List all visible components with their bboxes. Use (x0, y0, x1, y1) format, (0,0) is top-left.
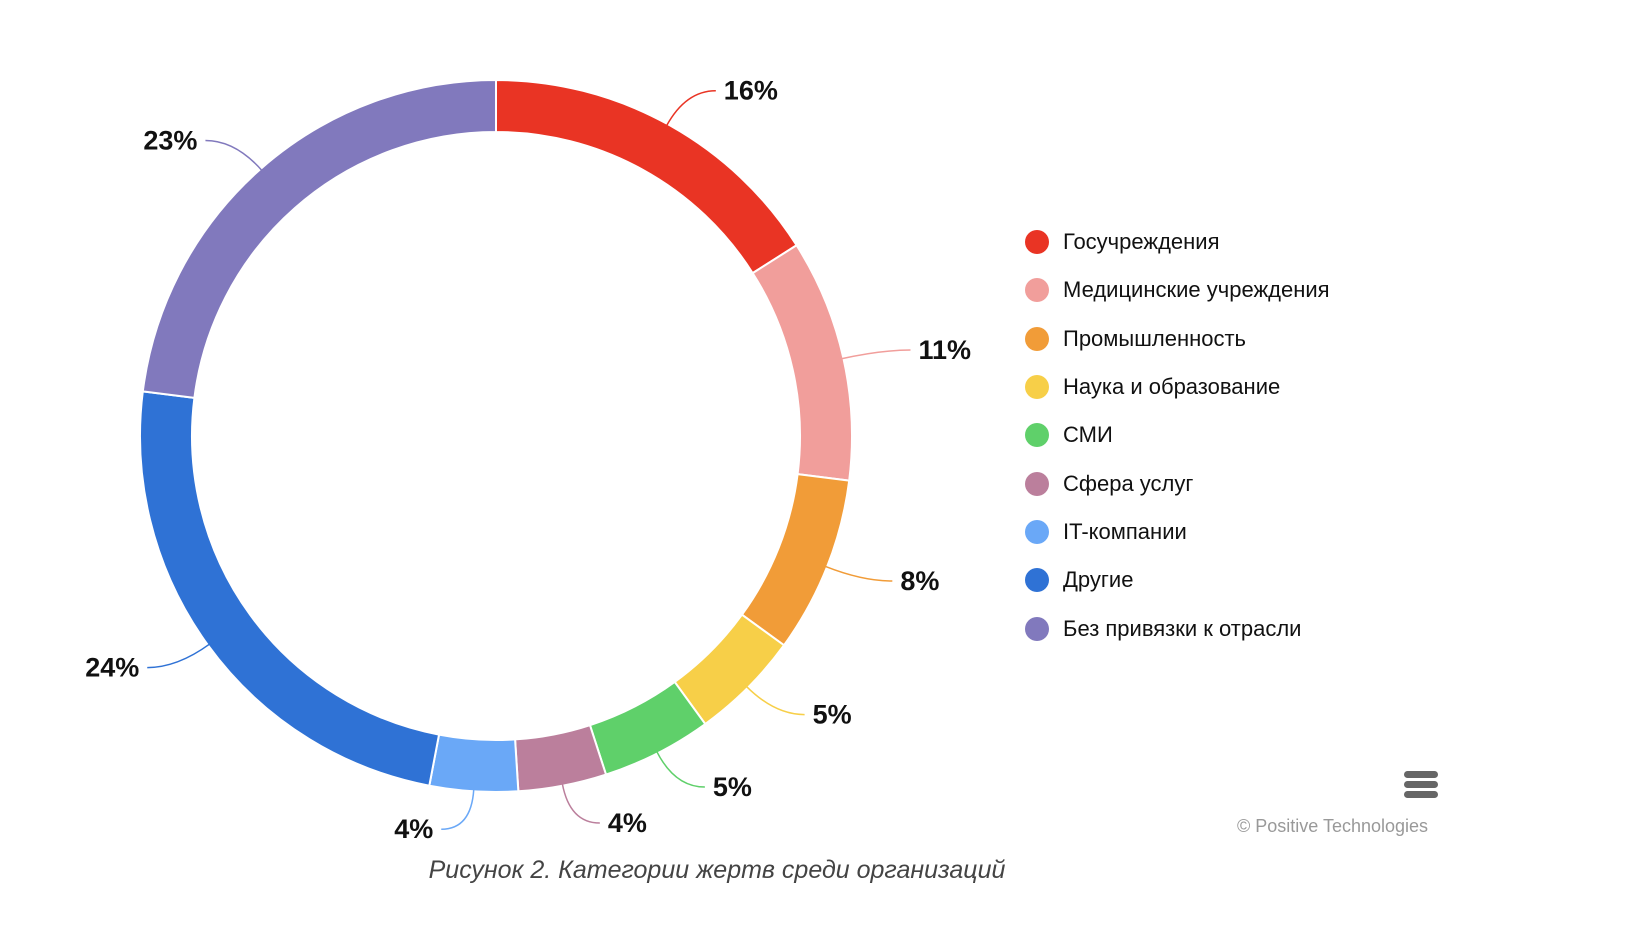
legend-label: Госучреждения (1063, 229, 1220, 255)
slice-5[interactable] (514, 723, 608, 793)
legend-item[interactable]: Госучреждения (1025, 218, 1330, 266)
legend-marker (1025, 326, 1049, 351)
legend-marker (1025, 230, 1049, 255)
data-label-6: 4% (394, 814, 433, 844)
data-label-5: 4% (608, 808, 647, 838)
data-label-8: 23% (143, 125, 197, 155)
connector-5 (561, 783, 600, 824)
slice-7[interactable] (139, 390, 441, 787)
slice-2[interactable] (740, 472, 851, 647)
data-label-7: 24% (85, 653, 139, 683)
legend-item[interactable]: СМИ (1025, 411, 1330, 459)
legend-label: СМИ (1063, 422, 1113, 448)
legend-marker (1025, 471, 1049, 496)
slice-1[interactable] (751, 243, 853, 482)
legend-label: Медицинские учреждения (1063, 277, 1330, 303)
connector-1 (841, 349, 911, 360)
legend-label: IT-компании (1063, 518, 1187, 544)
legend-item[interactable]: Промышленность (1025, 315, 1330, 363)
slice-0[interactable] (495, 78, 798, 275)
connector-6 (441, 789, 475, 830)
legend-label: Другие (1063, 567, 1134, 593)
connector-2 (824, 565, 893, 582)
chart-caption: Рисунок 2. Категории жертв среди организ… (428, 856, 1006, 884)
legend-label: Без привязки к отрасли (1063, 615, 1302, 641)
slice-8[interactable] (141, 78, 497, 400)
legend-marker (1025, 568, 1049, 593)
hamburger-menu-icon[interactable] (1404, 771, 1438, 799)
data-label-0: 16% (724, 76, 778, 106)
legend-label: Наука и образование (1063, 374, 1281, 400)
legend-marker (1025, 423, 1049, 448)
connector-3 (745, 685, 805, 716)
slice-6[interactable] (428, 733, 520, 793)
connector-8 (205, 139, 263, 171)
data-label-1: 11% (919, 335, 972, 365)
legend-marker (1025, 519, 1049, 544)
legend-item[interactable]: Медицинские учреждения (1025, 266, 1330, 314)
legend-item[interactable]: Другие (1025, 556, 1330, 604)
chart-legend: Госучреждения Медицинские учреждения Промы… (1025, 218, 1330, 653)
connector-4 (656, 751, 705, 788)
legend-item[interactable]: IT-компании (1025, 508, 1330, 556)
data-label-2: 8% (900, 566, 939, 596)
credits[interactable]: © Positive Technologies (1237, 816, 1429, 836)
legend-label: Промышленность (1063, 325, 1247, 351)
legend-item[interactable]: Без привязки к отрасли (1025, 604, 1330, 652)
data-label-3: 5% (813, 700, 852, 730)
legend-marker (1025, 278, 1049, 303)
legend-item[interactable]: Наука и образование (1025, 363, 1330, 411)
legend-marker (1025, 616, 1049, 641)
legend-label: Сфера услуг (1063, 470, 1194, 496)
data-label-4: 5% (713, 772, 752, 802)
legend-marker (1025, 375, 1049, 400)
connector-0 (665, 89, 716, 127)
legend-item[interactable]: Сфера услуг (1025, 459, 1330, 507)
connector-7 (147, 643, 211, 669)
